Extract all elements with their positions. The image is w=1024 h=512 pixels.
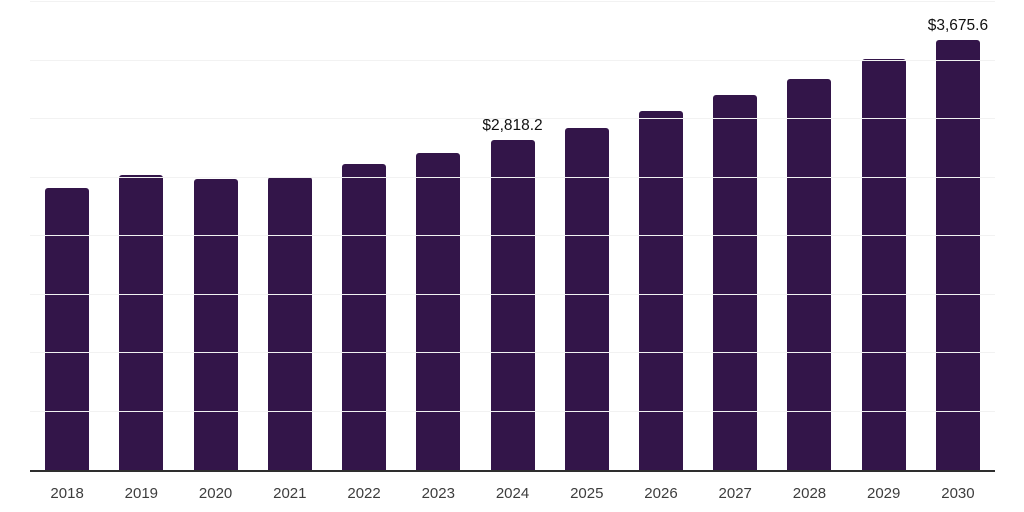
x-tick-label-2027: 2027 <box>718 485 752 502</box>
x-tick-label-2018: 2018 <box>50 485 84 502</box>
bar-value-label-2030: $3,675.6 <box>927 16 989 34</box>
bar-2026 <box>638 110 683 470</box>
x-tick-label-2023: 2023 <box>421 485 455 502</box>
bar-slot-2024: $2,818.2 <box>475 2 549 470</box>
x-tick-label-2025: 2025 <box>570 485 604 502</box>
bar-slot-2023 <box>401 2 475 470</box>
x-tick-label-2029: 2029 <box>867 485 901 502</box>
gridline-500 <box>30 410 995 412</box>
x-tick-label-2024: 2024 <box>495 485 530 502</box>
x-tick-label-2022: 2022 <box>347 485 381 502</box>
x-tick-label-2020: 2020 <box>198 485 233 502</box>
bar-2027 <box>713 95 758 470</box>
x-tick-label-2030: 2030 <box>941 485 975 502</box>
bar-slot-2021 <box>253 2 327 470</box>
bar-slot-2029 <box>847 2 921 470</box>
bar-2021 <box>267 177 312 470</box>
bar-slot-2025 <box>550 2 624 470</box>
bar-slot-2026 <box>624 2 698 470</box>
bar-slot-2022 <box>327 2 401 470</box>
bar-2024: $2,818.2 <box>482 117 543 470</box>
bar-2022 <box>342 163 387 470</box>
gridline-2000 <box>30 235 995 236</box>
x-tick-label-2019: 2019 <box>124 485 159 502</box>
bar-2025 <box>564 127 609 470</box>
bar-2020 <box>193 179 238 470</box>
gridline-4000 <box>30 1 995 2</box>
bar-2019 <box>119 175 164 470</box>
bar-2018 <box>45 188 90 470</box>
bar-2029 <box>861 59 906 470</box>
bar-slot-2018 <box>30 2 104 470</box>
bar-slot-2027 <box>698 2 772 470</box>
bar-slot-2020 <box>178 2 252 470</box>
x-tick-label-2021: 2021 <box>273 485 307 502</box>
bar-slot-2028 <box>772 2 846 470</box>
bars-row: $2,818.2 $3,675.6 <box>30 2 995 470</box>
gridline-3000 <box>30 118 995 119</box>
x-tick-label-2028: 2028 <box>792 485 827 502</box>
bar-2028 <box>787 78 832 470</box>
bar-2023 <box>416 152 461 470</box>
x-tick-label-2026: 2026 <box>644 485 678 502</box>
x-axis-line <box>30 470 995 472</box>
bar-2030: $3,675.6 <box>928 17 988 470</box>
gridline-1500 <box>30 293 995 295</box>
x-axis-labels: 2018 2019 2020 2021 2022 2023 2024 2025 2026 2027… <box>30 472 995 502</box>
gridline-1000 <box>30 352 995 353</box>
gridline-2500 <box>30 176 995 178</box>
plot-area: $2,818.2 $3,675.6 <box>30 1 995 470</box>
bar-slot-2019 <box>104 2 178 470</box>
bar-value-label-2024: $2,818.2 <box>482 117 543 135</box>
gridline-3500 <box>30 59 995 61</box>
bar-slot-2030: $3,675.6 <box>921 2 995 470</box>
